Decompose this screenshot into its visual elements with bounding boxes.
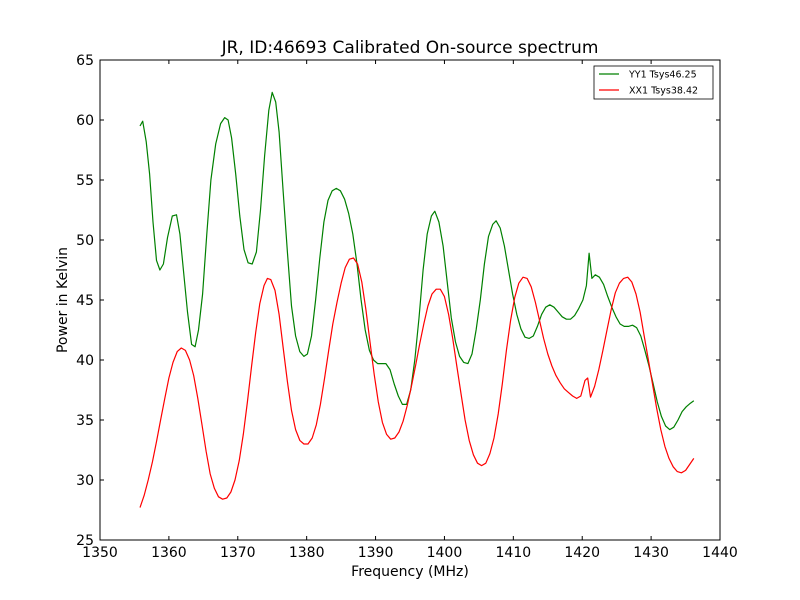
y-tick-label: 55 (76, 173, 94, 189)
y-tick-label: 65 (76, 53, 94, 69)
y-tick-label: 60 (76, 113, 94, 129)
x-tick-label: 1380 (289, 545, 325, 561)
series-line-1 (139, 257, 695, 508)
x-tick-label: 1430 (633, 545, 669, 561)
y-tick-label: 45 (76, 293, 94, 309)
x-tick-label: 1420 (564, 545, 600, 561)
legend: YY1 Tsys46.25 XX1 Tsys38.42 (593, 65, 714, 100)
legend-label-0: YY1 Tsys46.25 (628, 70, 697, 81)
x-tick-label: 1350 (82, 545, 118, 561)
x-tick-label: 1410 (496, 545, 532, 561)
y-tick-label: 35 (76, 413, 94, 429)
series-line-0 (139, 91, 695, 431)
y-tick-label: 30 (76, 473, 94, 489)
x-tick-label: 1390 (358, 545, 394, 561)
x-axis: 1350 1360 1370 1380 1390 1400 1410 1420 1430 1440 (82, 60, 738, 561)
y-axis: 25 30 35 40 45 50 55 60 65 (76, 53, 720, 549)
y-tick-label: 25 (76, 533, 94, 549)
chart-title: JR, ID:46693 Calibrated On-source spectr… (221, 38, 599, 58)
x-tick-label: 1370 (220, 545, 256, 561)
series-layer (139, 91, 695, 508)
x-tick-label: 1360 (151, 545, 187, 561)
x-tick-label: 1400 (427, 545, 463, 561)
plot-frame (99, 59, 721, 541)
y-axis-label: Power in Kelvin (55, 247, 71, 353)
plot-area (99, 59, 721, 541)
x-axis-label: Frequency (MHz) (351, 564, 469, 580)
y-tick-label: 40 (76, 353, 94, 369)
y-tick-label: 50 (76, 233, 94, 249)
x-tick-label: 1440 (702, 545, 738, 561)
legend-label-1: XX1 Tsys38.42 (629, 86, 698, 97)
legend-box (593, 65, 714, 100)
